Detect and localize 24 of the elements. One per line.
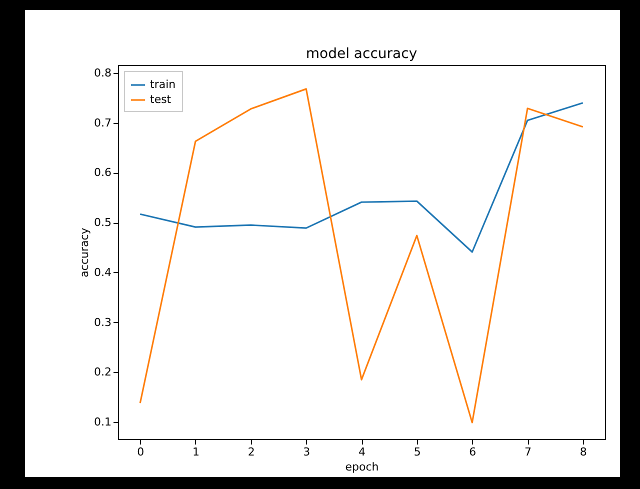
- x-tick-label: 7: [524, 446, 532, 458]
- y-tick-label: 0.1: [94, 416, 112, 429]
- x-tick-label: 4: [358, 446, 366, 458]
- legend-label: test: [150, 93, 172, 106]
- y-tick-label: 0.3: [94, 316, 112, 329]
- x-tick-label: 8: [580, 446, 587, 458]
- x-tick-label: 3: [303, 446, 310, 458]
- x-tick-label: 6: [469, 446, 476, 458]
- y-tick-label: 0.2: [94, 366, 112, 379]
- y-tick-label: 0.8: [94, 66, 112, 80]
- x-axis-title: epoch: [345, 460, 379, 474]
- line-series: [139, 88, 584, 424]
- y-tick-label: 0.6: [94, 166, 112, 180]
- line-series: [139, 102, 584, 253]
- y-tick-label: 0.7: [94, 116, 112, 130]
- x-tick-label: 2: [248, 446, 255, 458]
- y-tick-label: 0.5: [94, 216, 112, 230]
- x-tick-label: 5: [414, 446, 421, 458]
- x-tick-label: 0: [137, 446, 144, 458]
- x-tick-label: 1: [192, 446, 200, 458]
- legend-label: train: [150, 78, 176, 91]
- y-tick-label: 0.4: [94, 266, 112, 279]
- chart-title: model accuracy: [306, 46, 418, 62]
- y-axis-title: accuracy: [78, 227, 92, 278]
